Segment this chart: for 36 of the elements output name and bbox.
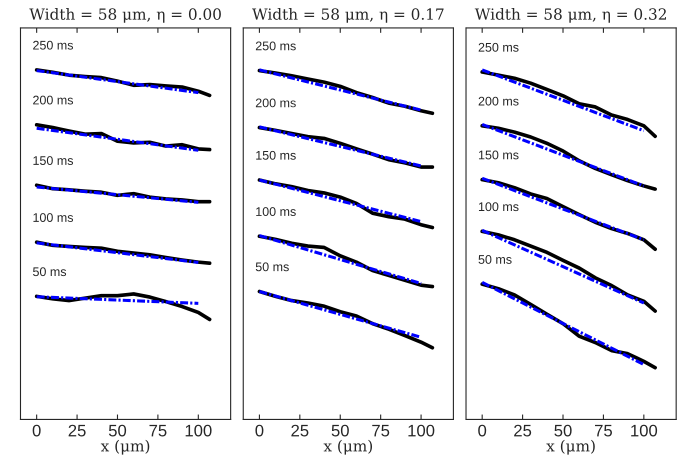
annotation: 150 ms — [256, 150, 296, 160]
annotation: 200 ms — [256, 98, 296, 108]
x-tick-label: 50 — [554, 424, 572, 437]
x-tick-label: 25 — [291, 424, 308, 437]
x-axis-title: x (μm) — [100, 440, 150, 455]
chart-title: Width = 58 μm, η = 0.00 — [29, 8, 221, 23]
x-tick-label: 75 — [595, 424, 612, 437]
x-tick-label: 50 — [108, 424, 126, 437]
x-tick-label: 0 — [32, 424, 41, 437]
text: 250 ms — [478, 42, 519, 52]
annotation: 50 ms — [478, 255, 512, 264]
x-axis-title: x (μm) — [324, 440, 372, 455]
annotation: 200 ms — [478, 96, 519, 106]
annotation: 150 ms — [478, 150, 519, 160]
annotation: 150 ms — [33, 156, 74, 165]
x-tick-label: 50 — [332, 424, 349, 437]
x-tick-label: 100 — [631, 424, 658, 437]
annotation: 100 ms — [256, 207, 296, 216]
x-tick-label: 100 — [186, 424, 212, 437]
text: 250 ms — [256, 41, 296, 50]
text: 250 ms — [33, 40, 74, 50]
x-tick-label: 25 — [68, 424, 86, 437]
chart-title: Width = 58 μm, η = 0.17 — [252, 8, 444, 23]
chart-title: Width = 58 μm, η = 0.32 — [474, 8, 666, 23]
annotation: 100 ms — [33, 213, 74, 222]
x-axis-title: x (μm) — [546, 440, 595, 455]
x-tick-label: 100 — [408, 424, 434, 437]
x-tick-label: 25 — [514, 424, 532, 437]
annotation: 50 ms — [256, 262, 289, 272]
x-tick-label: 0 — [255, 424, 264, 437]
x-tick-label: 75 — [149, 424, 166, 437]
annotation: 100 ms — [478, 202, 519, 212]
annotation: 200 ms — [33, 96, 74, 105]
x-tick-label: 0 — [478, 424, 486, 437]
x-tick-label: 75 — [372, 424, 390, 437]
annotation: 50 ms — [32, 267, 66, 276]
